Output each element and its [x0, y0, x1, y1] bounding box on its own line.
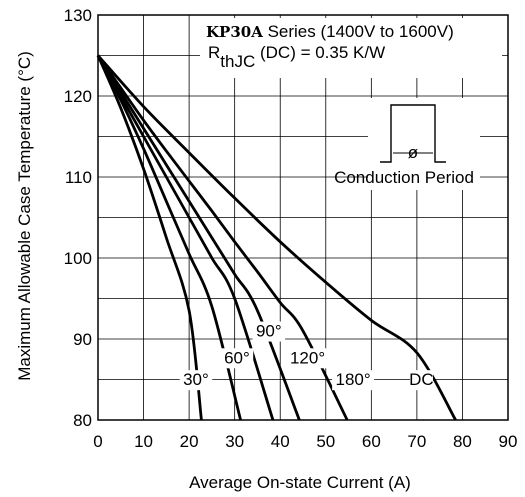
conduction-period-inset: ø Conduction Period: [334, 98, 480, 190]
conduction-pulse: [380, 104, 446, 163]
series-label: DC: [409, 370, 434, 389]
x-tick-label: 40: [271, 432, 290, 451]
plot-border: [97, 14, 509, 421]
y-tick-labels: 80 90 100 110 120 130: [64, 6, 92, 430]
series-label-background: [286, 348, 329, 369]
series-label-background: [409, 370, 433, 391]
series-label-background: [332, 370, 375, 391]
x-tick-label: 60: [362, 432, 381, 451]
series-label-background: [220, 348, 254, 369]
series-name: KP30A: [206, 23, 263, 41]
series-line: [96, 54, 301, 421]
series-line: [96, 54, 275, 421]
y-tick-label: 120: [64, 87, 92, 106]
conduction-period-label: Conduction Period: [334, 168, 474, 187]
x-tick-label: 0: [93, 432, 102, 451]
rth-value: (DC) = 0.35 K/W: [255, 43, 385, 62]
x-tick-label: 10: [134, 432, 153, 451]
series-label: 120°: [290, 348, 325, 367]
x-tick-label: 50: [316, 432, 335, 451]
series-label-background: [252, 321, 286, 342]
series-label: 180°: [336, 370, 371, 389]
x-tick-label: 30: [225, 432, 244, 451]
x-tick-label: 80: [453, 432, 472, 451]
series-line: [96, 54, 457, 421]
rth-subscript: thJC: [220, 52, 255, 71]
series-range: Series (1400V to 1600V): [263, 22, 454, 41]
y-tick-label: 100: [64, 249, 92, 268]
title-background: [200, 18, 502, 78]
x-tick-label: 90: [499, 432, 518, 451]
chart-title: KP30A Series (1400V to 1600V): [206, 22, 454, 41]
series-label-background: [179, 370, 213, 391]
series-label: 60°: [224, 348, 250, 367]
thermal-resistance: RthJC (DC) = 0.35 K/W: [208, 43, 385, 71]
x-tick-label: 70: [407, 432, 426, 451]
series-line: [96, 54, 242, 421]
x-axis-title: Average On-state Current (A): [189, 473, 411, 492]
y-tick-label: 130: [64, 6, 92, 25]
series-line: [96, 54, 349, 421]
y-tick-label: 90: [73, 330, 92, 349]
phi-symbol: ø: [408, 143, 418, 162]
y-tick-label: 80: [73, 411, 92, 430]
y-axis-title: Maximum Allowable Case Temperature (°C): [15, 51, 34, 381]
series-label: 90°: [256, 322, 282, 341]
y-tick-label: 110: [65, 168, 92, 187]
series-line: [96, 54, 203, 421]
series-labels: 30° 60° 90° 120° 180° DC: [179, 321, 434, 391]
x-tick-label: 20: [180, 432, 199, 451]
x-tick-labels: 0 10 20 30 40 50 60 70 80 90: [93, 432, 517, 451]
series-curves: [96, 54, 457, 421]
rth-symbol: R: [208, 43, 220, 62]
series-label: 30°: [183, 370, 209, 389]
